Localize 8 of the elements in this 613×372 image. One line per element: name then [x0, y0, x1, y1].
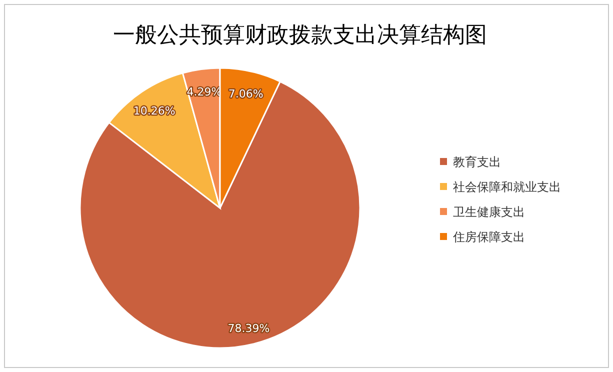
chart-title: 一般公共预算财政拨款支出决算结构图 — [113, 23, 487, 48]
legend-label: 住房保障支出 — [452, 230, 525, 244]
data-label: 78.39% — [228, 322, 270, 335]
data-label: 10.26% — [133, 104, 176, 118]
data-label: 7.06% — [228, 87, 264, 100]
legend-label: 卫生健康支出 — [453, 205, 525, 219]
legend-label: 社会保障和就业支出 — [453, 180, 561, 194]
legend-label: 教育支出 — [453, 155, 501, 169]
